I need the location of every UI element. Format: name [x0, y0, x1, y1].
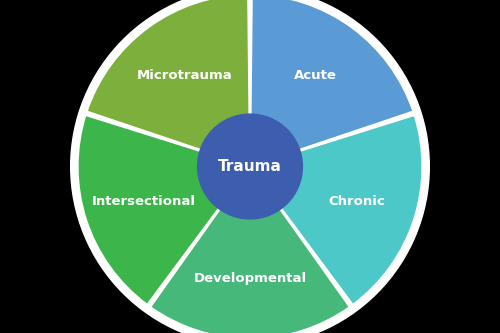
- Text: Acute: Acute: [294, 69, 338, 82]
- Wedge shape: [150, 166, 350, 333]
- Circle shape: [198, 115, 302, 218]
- Wedge shape: [250, 0, 414, 166]
- Wedge shape: [250, 115, 422, 305]
- Circle shape: [70, 0, 430, 333]
- Wedge shape: [86, 0, 250, 166]
- Text: Intersectional: Intersectional: [92, 194, 196, 208]
- Text: Developmental: Developmental: [194, 272, 306, 285]
- Wedge shape: [78, 115, 250, 305]
- Text: Chronic: Chronic: [328, 194, 385, 208]
- Text: Trauma: Trauma: [218, 159, 282, 174]
- Text: Microtrauma: Microtrauma: [136, 69, 232, 82]
